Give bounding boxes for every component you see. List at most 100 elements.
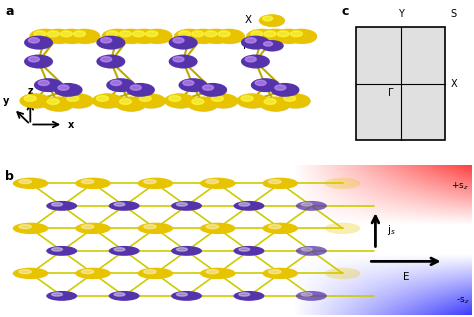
Circle shape xyxy=(164,93,196,108)
Text: -s$_z$: -s$_z$ xyxy=(456,296,469,307)
Circle shape xyxy=(115,29,146,44)
Circle shape xyxy=(169,55,198,68)
Text: S: S xyxy=(451,9,457,19)
Circle shape xyxy=(245,38,256,43)
Circle shape xyxy=(274,85,299,96)
Circle shape xyxy=(60,31,73,37)
Circle shape xyxy=(109,201,140,211)
Circle shape xyxy=(245,56,269,68)
Circle shape xyxy=(144,270,156,274)
Circle shape xyxy=(110,80,135,92)
Circle shape xyxy=(130,85,141,90)
Circle shape xyxy=(139,95,151,101)
Circle shape xyxy=(218,31,230,37)
Circle shape xyxy=(109,246,140,256)
Circle shape xyxy=(144,180,156,184)
Circle shape xyxy=(176,248,187,251)
Circle shape xyxy=(19,93,51,108)
Circle shape xyxy=(206,270,219,274)
Circle shape xyxy=(43,96,74,112)
Circle shape xyxy=(273,29,304,44)
Circle shape xyxy=(262,223,298,234)
Circle shape xyxy=(207,93,238,108)
Circle shape xyxy=(82,270,94,274)
Circle shape xyxy=(211,95,223,101)
Circle shape xyxy=(187,96,219,112)
Text: z: z xyxy=(27,86,33,96)
Circle shape xyxy=(37,80,62,92)
Circle shape xyxy=(101,29,133,44)
Circle shape xyxy=(52,248,63,251)
Circle shape xyxy=(206,180,219,184)
Circle shape xyxy=(28,57,39,62)
Circle shape xyxy=(28,38,39,43)
Circle shape xyxy=(145,30,172,43)
Circle shape xyxy=(132,30,159,43)
Text: b: b xyxy=(5,170,14,183)
Circle shape xyxy=(119,99,131,105)
Circle shape xyxy=(241,36,270,49)
Circle shape xyxy=(262,268,298,279)
Circle shape xyxy=(187,29,219,44)
Text: Y: Y xyxy=(398,9,403,19)
Circle shape xyxy=(96,36,125,49)
Text: X: X xyxy=(245,16,252,25)
Circle shape xyxy=(169,36,198,49)
Circle shape xyxy=(200,223,236,234)
Circle shape xyxy=(325,268,360,279)
Circle shape xyxy=(191,98,218,111)
Text: +s$_z$: +s$_z$ xyxy=(452,180,469,192)
Circle shape xyxy=(198,83,227,97)
Circle shape xyxy=(213,29,245,44)
Circle shape xyxy=(179,31,191,37)
Circle shape xyxy=(269,225,281,229)
Circle shape xyxy=(301,203,312,206)
Circle shape xyxy=(34,78,63,92)
Circle shape xyxy=(146,31,158,37)
Circle shape xyxy=(115,96,146,112)
Circle shape xyxy=(100,56,125,68)
Circle shape xyxy=(271,83,300,97)
Circle shape xyxy=(62,93,94,108)
Circle shape xyxy=(264,42,273,46)
Circle shape xyxy=(43,29,74,44)
Circle shape xyxy=(55,29,87,44)
Circle shape xyxy=(217,30,244,43)
Text: a: a xyxy=(6,5,14,18)
Circle shape xyxy=(262,178,298,189)
Circle shape xyxy=(60,30,86,43)
Circle shape xyxy=(176,203,187,206)
Circle shape xyxy=(237,93,268,108)
Circle shape xyxy=(114,203,125,206)
Circle shape xyxy=(174,29,205,44)
Circle shape xyxy=(301,293,312,296)
Circle shape xyxy=(171,201,202,211)
Circle shape xyxy=(133,31,145,37)
Circle shape xyxy=(106,31,118,37)
Circle shape xyxy=(260,40,283,51)
Circle shape xyxy=(179,78,208,92)
Circle shape xyxy=(13,223,48,234)
Text: x: x xyxy=(68,120,74,130)
Circle shape xyxy=(200,29,232,44)
Circle shape xyxy=(75,223,111,234)
Circle shape xyxy=(240,95,267,108)
Circle shape xyxy=(69,29,100,44)
Circle shape xyxy=(291,31,302,37)
Circle shape xyxy=(296,246,327,256)
Circle shape xyxy=(182,80,207,92)
Circle shape xyxy=(200,178,236,189)
Circle shape xyxy=(73,31,85,37)
Circle shape xyxy=(106,30,132,43)
Circle shape xyxy=(128,29,159,44)
Circle shape xyxy=(137,223,173,234)
Circle shape xyxy=(137,268,173,279)
Circle shape xyxy=(259,14,285,27)
Circle shape xyxy=(301,248,312,251)
Circle shape xyxy=(29,29,61,44)
Circle shape xyxy=(118,30,146,43)
Circle shape xyxy=(38,80,49,86)
Circle shape xyxy=(24,95,36,101)
Circle shape xyxy=(126,83,155,97)
Circle shape xyxy=(96,95,122,108)
